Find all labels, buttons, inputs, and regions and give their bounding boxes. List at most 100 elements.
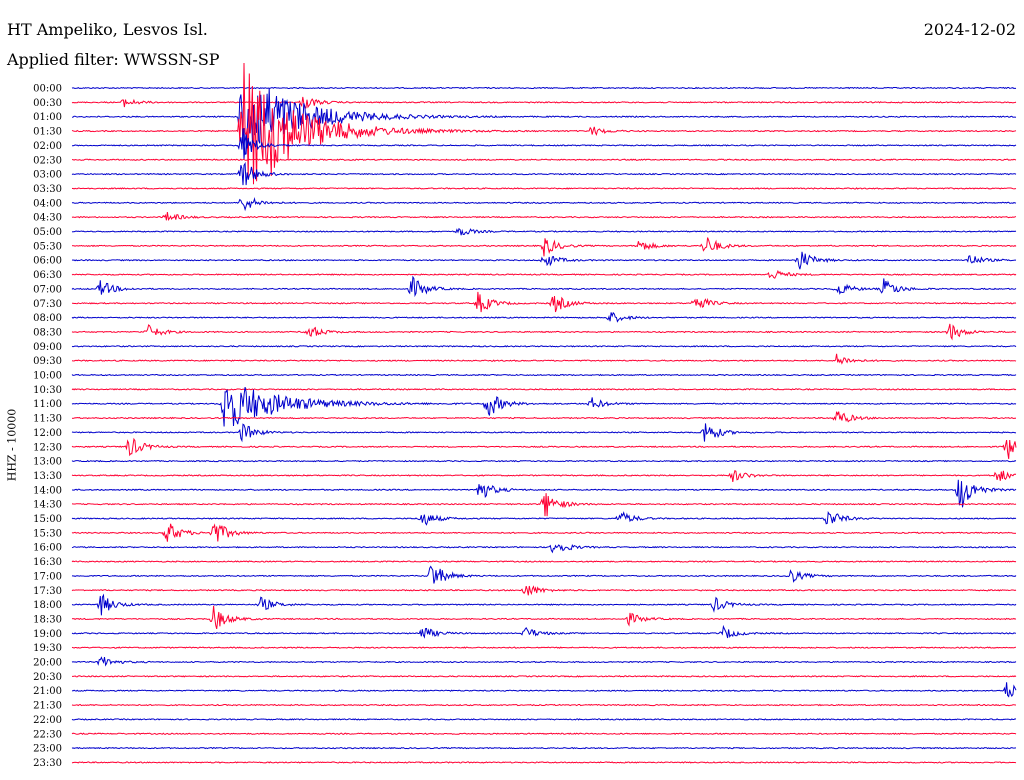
row-time-label: 22:00: [33, 715, 62, 726]
trace-line: [71, 585, 1017, 596]
trace-line: [71, 196, 1017, 212]
record-date: 2024-12-02: [923, 20, 1016, 39]
filter-info: Applied filter: WWSSN-SP: [7, 51, 220, 69]
row-time-label: 15:30: [33, 528, 62, 539]
trace-line: [71, 269, 1017, 279]
filter-value: WWSSN-SP: [123, 50, 220, 69]
row-time-label: 10:00: [33, 371, 62, 382]
row-time-label: 19:00: [33, 629, 62, 640]
row-time-label: 03:30: [33, 184, 62, 195]
trace-line: [71, 275, 1017, 298]
row-time-label: 09:00: [33, 342, 62, 353]
trace-line: [71, 62, 1017, 185]
trace-line: [71, 161, 1017, 186]
trace-line: [71, 718, 1017, 721]
row-time-label: 12:30: [33, 442, 62, 453]
row-time-label: 15:00: [33, 514, 62, 525]
row-time-label: 14:00: [33, 485, 62, 496]
trace-line: [71, 388, 1017, 391]
row-time-label: 05:30: [33, 241, 62, 252]
row-time-label: 06:30: [33, 270, 62, 281]
trace-line: [71, 386, 1017, 427]
trace-line: [71, 437, 1017, 459]
row-time-label: 11:00: [33, 399, 62, 410]
trace-line: [71, 560, 1017, 563]
trace-line: [71, 373, 1017, 377]
row-time-label: 11:30: [33, 414, 62, 425]
row-time-label: 04:30: [33, 213, 62, 224]
trace-line: [71, 703, 1016, 707]
trace-line: [71, 565, 1017, 584]
trace-line: [71, 423, 1017, 443]
trace-line: [72, 479, 1017, 508]
row-time-label: 17:30: [33, 586, 62, 597]
row-time-label: 21:00: [33, 686, 62, 697]
row-time-label: 07:30: [33, 299, 62, 310]
trace-line: [71, 459, 1017, 463]
row-time-label: 16:30: [33, 557, 62, 568]
row-time-label: 08:30: [33, 327, 62, 338]
row-time-label: 21:30: [33, 701, 62, 712]
trace-line: [71, 128, 1017, 160]
trace-line: [71, 646, 1017, 649]
row-time-label: 04:00: [33, 198, 62, 209]
trace-line: [71, 227, 1017, 236]
trace-line: [71, 746, 1017, 750]
row-time-label: 16:00: [33, 543, 62, 554]
row-time-label: 01:30: [33, 127, 62, 138]
row-time-label: 02:30: [33, 155, 62, 166]
row-time-label: 07:00: [33, 284, 62, 295]
trace-line: [71, 323, 1017, 341]
row-time-label: 06:00: [33, 256, 62, 267]
trace-line: [72, 675, 1017, 678]
row-time-label: 08:00: [33, 313, 62, 324]
trace-line: [71, 96, 1017, 109]
row-time-label: 20:30: [33, 672, 62, 683]
trace-line: [71, 493, 1017, 517]
trace-line: [72, 158, 1017, 162]
station-title: HT Ampeliko, Lesvos Isl.: [7, 20, 208, 39]
row-time-label: 20:00: [33, 658, 62, 669]
trace-line: [71, 543, 1016, 554]
trace-line: [71, 682, 1017, 698]
trace-line: [71, 624, 1017, 639]
trace-line: [71, 311, 1017, 323]
row-time-label: 18:00: [33, 600, 62, 611]
row-time-label: 10:30: [33, 385, 62, 396]
trace-line: [71, 761, 1017, 764]
row-time-label: 09:30: [33, 356, 62, 367]
trace-line: [71, 353, 1017, 365]
filter-label: Applied filter:: [7, 50, 119, 69]
row-time-label: 18:30: [33, 614, 62, 625]
row-time-label: 12:00: [33, 428, 62, 439]
trace-line: [71, 212, 1017, 221]
row-time-label: 17:00: [33, 571, 62, 582]
row-time-label: 00:30: [33, 98, 62, 109]
row-time-label: 23:00: [33, 744, 62, 755]
trace-line: [71, 187, 1017, 190]
trace-line: [71, 237, 1017, 257]
trace-line: [71, 469, 1017, 482]
trace-line: [71, 411, 1017, 423]
row-time-label: 02:00: [33, 141, 62, 152]
trace-line: [71, 732, 1017, 735]
row-time-label: 05:00: [33, 227, 62, 238]
trace-line: [71, 86, 1017, 90]
row-time-label: 22:30: [33, 729, 62, 740]
trace-line: [71, 656, 1017, 667]
trace-line: [71, 87, 1017, 156]
trace-line: [71, 291, 1017, 313]
row-time-label: 03:00: [33, 170, 62, 181]
trace-line: [71, 523, 1017, 542]
row-time-label: 00:00: [33, 84, 62, 95]
trace-line: [71, 593, 1017, 616]
row-time-label: 14:30: [33, 500, 62, 511]
trace-line: [71, 345, 1017, 348]
row-time-label: 01:00: [33, 112, 62, 123]
trace-line: [71, 251, 1017, 270]
row-time-label: 23:30: [33, 758, 62, 769]
row-time-label: 13:30: [33, 471, 62, 482]
row-time-label: 19:30: [33, 643, 62, 654]
trace-line: [71, 511, 1017, 526]
